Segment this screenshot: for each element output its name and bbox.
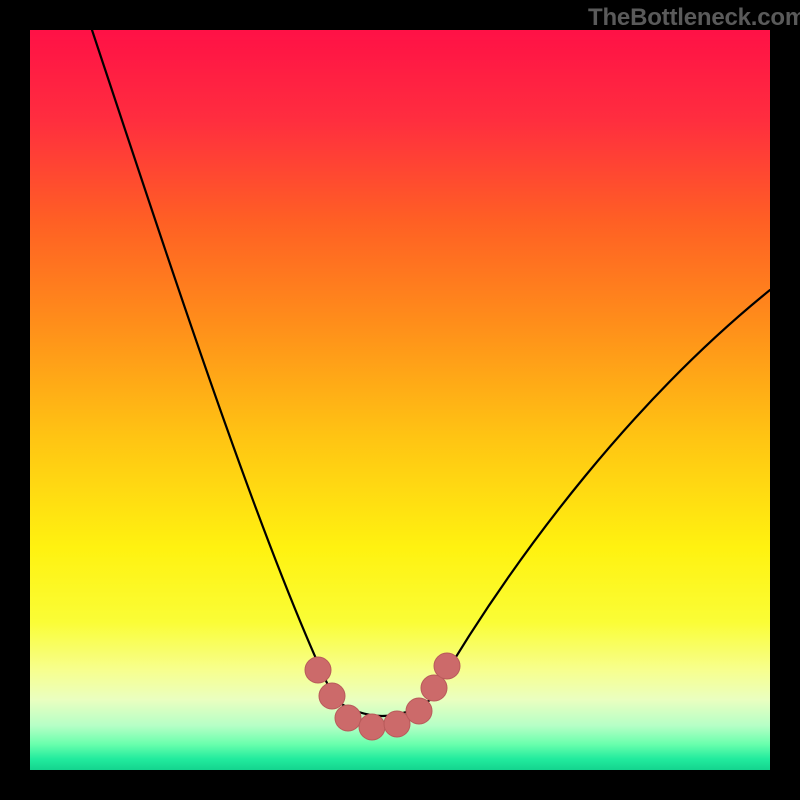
bead xyxy=(305,657,331,683)
bead xyxy=(359,714,385,740)
bottleneck-chart xyxy=(0,0,800,800)
bead xyxy=(335,705,361,731)
gradient-background xyxy=(30,30,770,770)
bead xyxy=(406,698,432,724)
watermark-text: TheBottleneck.com xyxy=(588,4,800,32)
bead xyxy=(434,653,460,679)
bead xyxy=(319,683,345,709)
